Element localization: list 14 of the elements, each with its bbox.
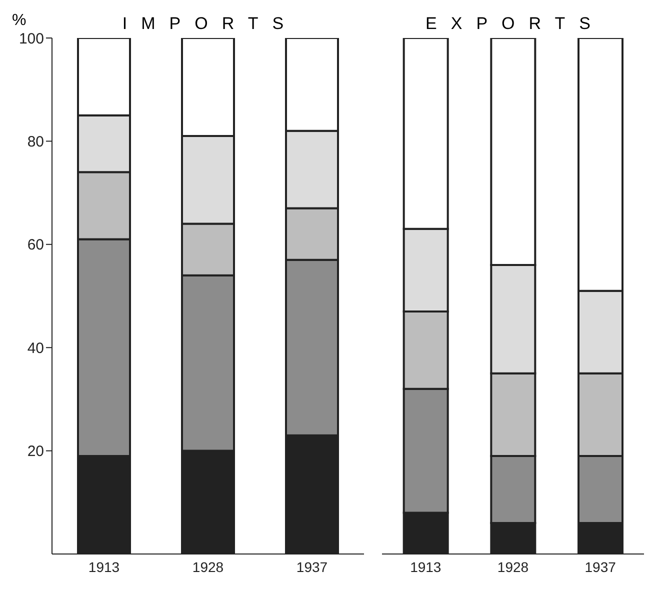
x-tick-label: 1913 [88,558,120,575]
x-tick-label: 1928 [497,558,529,575]
y-axis-title: % [12,12,26,30]
y-tick-label: 60 [27,236,44,254]
y-tick-label: 80 [27,134,44,151]
y-tick-label: 100 [18,30,44,48]
x-tick-label: 1913 [410,558,442,575]
chart-title: IMPORTS [121,14,299,34]
x-tick-label: 1937 [584,558,616,575]
y-tick-label: 20 [27,443,44,460]
y-tick-label: 40 [27,340,44,357]
x-tick-label: 1937 [296,558,328,575]
chart-title: EXPORTS [424,14,606,34]
x-tick-label: 1928 [192,558,224,575]
